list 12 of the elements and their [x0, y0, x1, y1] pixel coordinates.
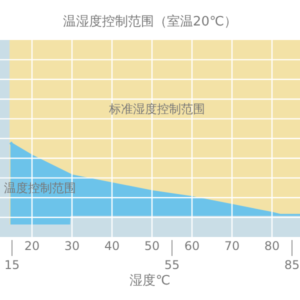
x-tick-label: 70: [224, 239, 240, 254]
x-tick-label: 60: [184, 239, 200, 254]
x2-tick-label: 15: [4, 258, 20, 272]
x2-tick-label: 55: [164, 258, 180, 272]
x2-tick-label: 85: [284, 258, 300, 272]
x-tick-label: 50: [144, 239, 160, 254]
x-tick-label: 80: [264, 239, 280, 254]
x-tick-label: 30: [64, 239, 80, 254]
x-tick-label: 40: [104, 239, 120, 254]
x-tick-label: 20: [24, 239, 40, 254]
chart-title: 温湿度控制范围（室温20℃）: [62, 14, 238, 30]
x-axis-title: 湿度℃: [130, 272, 170, 289]
